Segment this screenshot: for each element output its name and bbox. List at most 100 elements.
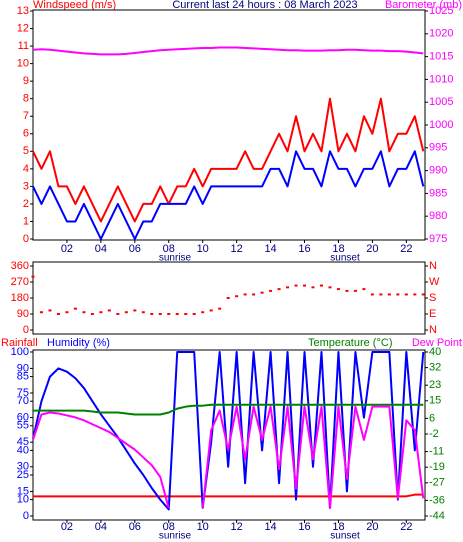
direction-point	[421, 293, 425, 296]
y-tick-label: 0	[23, 324, 29, 336]
direction-point	[150, 313, 154, 315]
series-line	[32, 97, 425, 223]
y2-tick-label: N	[429, 260, 437, 272]
series-line	[33, 493, 424, 498]
direction-point	[303, 284, 307, 287]
direction-point	[82, 311, 86, 314]
x-tick-label: 04	[95, 521, 107, 533]
y2-tick-label: -19	[429, 461, 445, 473]
humidity-label: Humidity (%)	[47, 337, 110, 349]
panel: 0123456789101112139759809859909951000100…	[17, 5, 454, 264]
dew-point-label: Dew Point	[412, 337, 462, 349]
y-tick-label: 13	[17, 5, 29, 17]
x-tick-label: 22	[400, 521, 412, 533]
y-tick-label: 360	[11, 260, 29, 272]
y-tick-label: 10	[17, 494, 29, 506]
y-tick-label: 100	[11, 346, 29, 358]
y2-tick-label: -11	[429, 445, 444, 457]
y-tick-label: 11	[18, 40, 29, 52]
direction-point	[107, 309, 111, 312]
y-tick-label: 5	[23, 145, 29, 157]
y-tick-label: 40	[17, 444, 29, 456]
y2-tick-label: 990	[429, 165, 447, 177]
y-tick-label: 85	[17, 371, 29, 383]
y-tick-label: 10	[17, 58, 29, 70]
x-tick-label: 16	[298, 521, 310, 533]
annotation: sunrise	[159, 253, 192, 264]
direction-point	[73, 307, 77, 310]
x-tick-label: 12	[231, 521, 243, 533]
direction-point	[39, 311, 43, 314]
series-line	[32, 46, 424, 56]
y-tick-label: 70	[17, 395, 29, 407]
direction-point	[235, 295, 239, 298]
y-tick-label: 180	[11, 292, 29, 304]
direction-point	[404, 293, 408, 296]
x-tick-label: 06	[129, 243, 141, 255]
x-tick-label: 02	[61, 521, 73, 533]
x-tick-label: 22	[400, 243, 412, 255]
annotation: sunrise	[159, 531, 192, 542]
x-tick-label: 06	[129, 521, 141, 533]
series-line	[32, 405, 425, 510]
y-tick-label: 8	[23, 93, 29, 105]
x-tick-label: 16	[298, 243, 310, 255]
y2-tick-label: 1005	[429, 96, 453, 108]
x-tick-label: 18	[332, 243, 344, 255]
x-tick-label: 08	[163, 243, 175, 255]
chart-title: Current last 24 hours : 08 March 2023	[172, 0, 357, 11]
direction-point	[167, 313, 171, 315]
direction-point	[319, 284, 323, 287]
series-line	[32, 150, 425, 240]
y-tick-label: 75	[17, 387, 29, 399]
series-line	[32, 351, 425, 511]
x-tick-label: 14	[264, 521, 276, 533]
y2-tick-label: N	[429, 324, 437, 336]
direction-point	[336, 288, 340, 291]
y2-tick-label: W	[429, 276, 440, 288]
direction-point	[379, 293, 383, 296]
x-tick-label: 14	[264, 243, 276, 255]
y-tick-label: 6	[23, 128, 29, 140]
rainfall-label: Rainfall	[1, 337, 38, 349]
y-tick-label: 7	[23, 110, 29, 122]
barometer-axis-label: Barometer (mb)	[385, 0, 462, 11]
direction-point	[158, 313, 162, 315]
direction-point	[209, 309, 213, 312]
y2-tick-label: 985	[429, 187, 447, 199]
x-tick-label: 20	[366, 243, 378, 255]
x-tick-label: 04	[95, 243, 107, 255]
y2-tick-label: 32	[429, 362, 441, 374]
direction-point	[65, 311, 69, 314]
direction-point	[31, 275, 35, 278]
y-tick-label: 55	[17, 420, 29, 432]
direction-point	[362, 288, 366, 291]
direction-point	[141, 311, 145, 314]
direction-point	[218, 307, 222, 310]
direction-point	[116, 313, 120, 315]
direction-point	[175, 313, 179, 315]
plot-frame	[32, 9, 426, 241]
direction-point	[243, 293, 247, 296]
plot-frame	[32, 349, 426, 521]
y2-tick-label: -27	[429, 477, 445, 489]
y2-tick-label: -36	[429, 494, 445, 506]
y-tick-label: 90	[17, 308, 29, 320]
annotation: sunset	[330, 253, 360, 264]
y-tick-label: 9	[23, 75, 29, 87]
y-tick-label: 12	[17, 22, 29, 34]
direction-point	[90, 313, 94, 315]
direction-point	[277, 288, 281, 291]
y2-tick-label: -44	[429, 510, 445, 522]
x-tick-label: 10	[197, 243, 209, 255]
direction-point	[370, 293, 374, 296]
direction-point	[48, 309, 52, 312]
annotation: sunset	[330, 531, 360, 542]
y2-tick-label: 23	[429, 379, 441, 391]
y-tick-label: 60	[17, 412, 29, 424]
y2-tick-label: 1020	[429, 28, 453, 40]
panel: 0101525304045556070758590100-44-36-27-19…	[11, 346, 445, 542]
direction-point	[387, 293, 391, 296]
direction-point	[353, 289, 357, 292]
